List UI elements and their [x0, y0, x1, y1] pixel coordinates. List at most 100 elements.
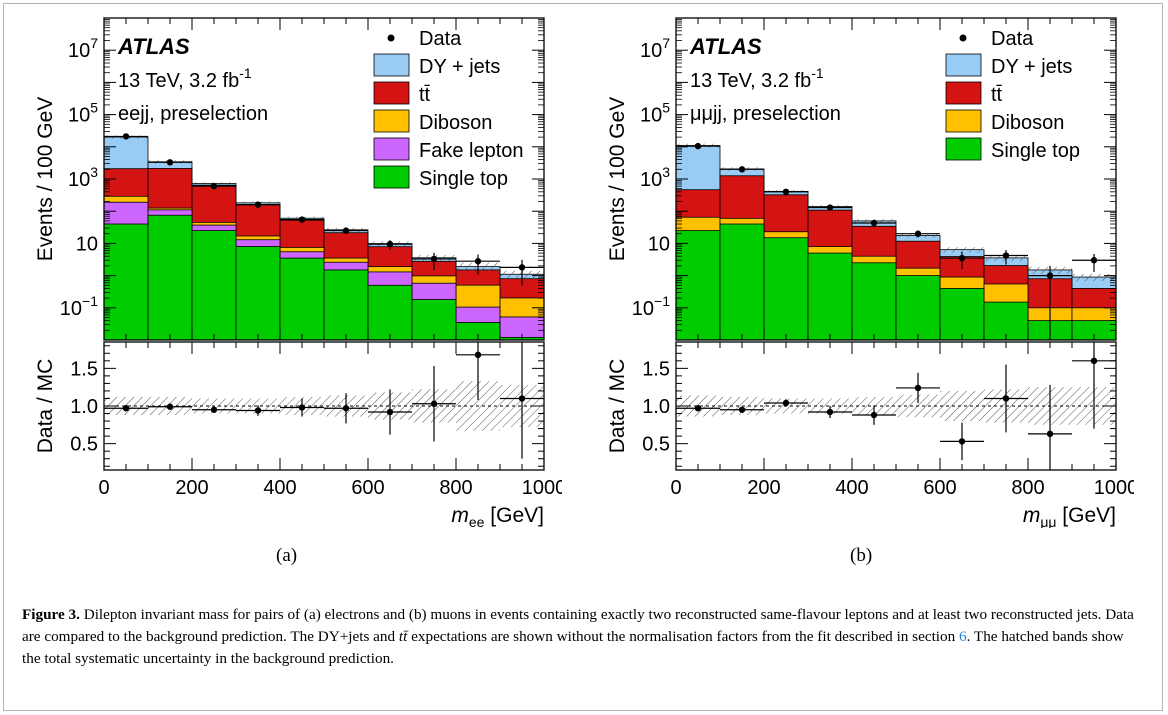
data-point — [694, 142, 702, 150]
ratio-point — [870, 411, 878, 419]
legend-entry: tt̄ — [991, 84, 1003, 106]
data-point — [430, 255, 438, 263]
caption-ttbar: tt̄ — [398, 628, 408, 645]
ratio-point — [782, 399, 790, 407]
figure-caption: Figure 3. Dilepton invariant mass for pa… — [22, 604, 1142, 670]
ratio-point — [826, 408, 834, 416]
x-tick-label: 0 — [670, 477, 681, 499]
caption-figure-label: Figure 3. — [22, 606, 80, 623]
ratio-point — [1046, 430, 1054, 438]
legend-entry: Data — [419, 28, 462, 50]
legend-entry: Diboson — [419, 112, 492, 134]
ratio-point — [122, 405, 130, 412]
stack-bar-single_top — [411, 299, 457, 340]
ratio-y-tick-label: 1.0 — [70, 396, 98, 418]
legend-marker-data — [959, 34, 967, 42]
plot-panel-b: 107 105 103 10 10−1 Events / 100 GeV 0 200 400 60… — [606, 17, 1134, 528]
ratio-y-tick-label: 1.5 — [642, 358, 670, 380]
y-tick-label: 107 — [640, 35, 670, 62]
legend-swatch — [373, 53, 410, 77]
stack-bar-single_top — [191, 230, 237, 340]
ratio-point — [518, 395, 526, 402]
data-point — [210, 182, 218, 190]
data-point — [386, 240, 394, 248]
y-tick-label: 10 — [76, 233, 98, 255]
ratio-point — [210, 406, 218, 413]
stack-bar-single_top — [807, 252, 853, 340]
plot-panel-a: 107 105 103 10 10−1 Events / 100 GeV 0 200 400 60… — [34, 17, 562, 528]
data-point — [518, 264, 526, 271]
legend-entry: tt̄ — [419, 84, 431, 106]
ratio-point — [254, 407, 262, 414]
stack-bar-single_top — [323, 269, 369, 340]
x-tick-label: 1000 — [522, 477, 562, 499]
ratio-point — [914, 384, 922, 392]
legend-entry: Fake lepton — [419, 140, 524, 162]
x-tick-label: 600 — [351, 477, 384, 499]
caption-text-2: expectations are shown without the norma… — [411, 628, 956, 645]
y-axis-label: Events / 100 GeV — [34, 97, 57, 262]
data-point — [958, 254, 966, 262]
legend-entry: Single top — [991, 140, 1080, 162]
legend-entry: DY + jets — [419, 56, 500, 78]
data-point — [826, 204, 834, 211]
caption-text-3: . The hatched bands show the total syste… — [22, 628, 1124, 667]
ratio-point — [430, 400, 438, 407]
y-tick-label: 10−1 — [632, 293, 670, 320]
ratio-y-tick-label: 1.5 — [70, 358, 98, 380]
stack-bar-single_top — [763, 237, 809, 340]
stack-bar-single_top — [895, 275, 941, 340]
legend-entry: Single top — [419, 168, 508, 190]
data-point — [474, 258, 482, 265]
stack-bar-single_top — [147, 214, 193, 340]
y-tick-label: 107 — [68, 35, 98, 62]
legend-swatch — [373, 165, 410, 189]
data-point — [1090, 257, 1098, 264]
ratio-point — [694, 405, 702, 412]
legend-swatch — [373, 109, 410, 133]
ratio-point — [342, 405, 350, 412]
legend-swatch — [945, 53, 982, 77]
stack-bar-single_top — [367, 284, 413, 340]
subfigure-label-b: (b) — [850, 545, 873, 566]
stack-bar-single_top — [851, 262, 897, 340]
data-point — [1046, 272, 1054, 279]
ratio-point — [166, 403, 174, 410]
ratio-y-tick-label: 1.0 — [642, 396, 670, 418]
x-tick-label: 200 — [747, 477, 780, 499]
legend-swatch — [373, 81, 410, 105]
syst-band-main — [1072, 273, 1116, 282]
ratio-y-axis-label: Data / MC — [34, 359, 57, 454]
stack-bar-single_top — [939, 288, 985, 340]
x-tick-label: 800 — [439, 477, 472, 499]
legend-entry: Data — [991, 28, 1034, 50]
experiment-label: ATLAS — [689, 34, 762, 59]
x-axis-label: mμμ [GeV] — [1023, 504, 1116, 528]
channel-label: eejj, preselection — [118, 103, 268, 125]
experiment-label: ATLAS — [117, 34, 190, 59]
x-tick-label: 800 — [1011, 477, 1044, 499]
caption-section-link[interactable]: 6 — [959, 628, 967, 645]
ratio-point — [1090, 357, 1098, 365]
figure-frame — [3, 3, 1163, 711]
stack-bar-single_top — [104, 223, 149, 340]
stack-bar-single_top — [676, 230, 721, 340]
y-tick-label: 105 — [68, 100, 98, 127]
ratio-point — [958, 438, 966, 445]
data-point — [122, 133, 130, 140]
legend-swatch — [945, 109, 982, 133]
data-point — [870, 219, 878, 227]
data-point — [254, 201, 262, 208]
y-tick-label: 103 — [640, 164, 670, 191]
ratio-plot-area — [104, 342, 544, 459]
ratio-point — [386, 408, 394, 416]
ratio-plot-area — [676, 342, 1116, 470]
subfigure-label-a: (a) — [276, 545, 298, 566]
energy-lumi-label: 13 TeV, 3.2 fb-1 — [690, 65, 824, 92]
x-axis-label: mee [GeV] — [451, 504, 544, 528]
data-point — [738, 166, 746, 173]
x-tick-label: 1000 — [1094, 477, 1134, 499]
data-point — [782, 188, 790, 196]
ratio-point — [298, 404, 306, 411]
syst-band-main — [940, 247, 984, 253]
